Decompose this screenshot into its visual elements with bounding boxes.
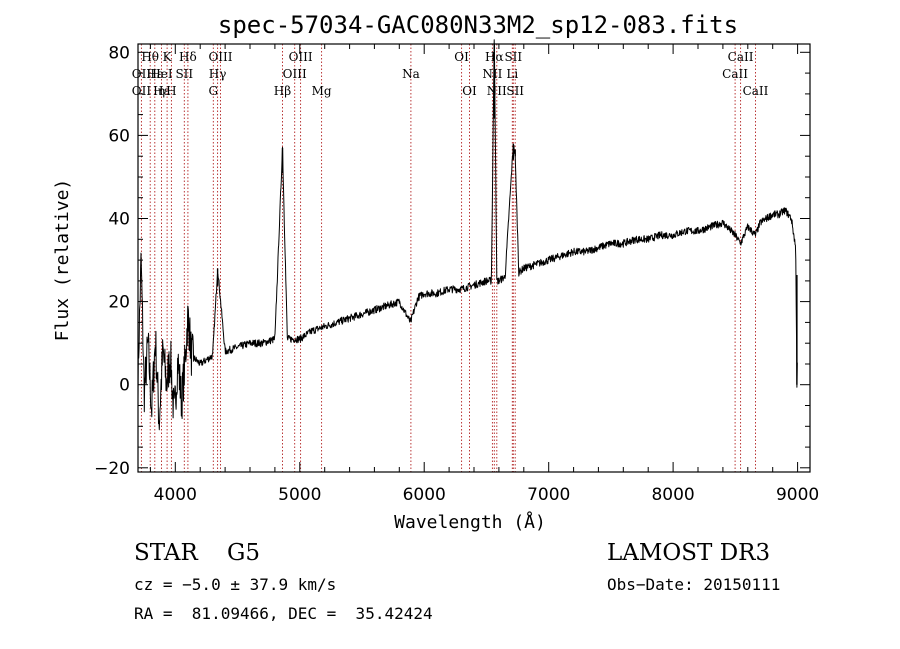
y-tick-label: 80 <box>108 43 130 63</box>
x-axis-label: Wavelength (Å) <box>394 511 546 533</box>
coordinates: RA = 81.09466, DEC = 35.42424 <box>134 604 433 623</box>
line-label: Li <box>506 67 518 81</box>
x-tick-label: 9000 <box>776 485 819 505</box>
y-tick-label: 60 <box>108 126 130 146</box>
line-label: Hθ <box>141 50 159 64</box>
x-tick-label: 5000 <box>278 485 321 505</box>
line-label: Hγ <box>209 67 227 81</box>
line-label: NII <box>482 67 502 81</box>
x-tick-label: 6000 <box>403 485 446 505</box>
survey-name: LAMOST DR3 <box>607 540 771 566</box>
line-label: OIII <box>289 50 313 64</box>
line-label: K <box>163 50 173 64</box>
object-class: STAR G5 <box>134 540 261 566</box>
observation-date: Obs−Date: 20150111 <box>607 575 781 594</box>
line-label: Mg <box>312 84 332 98</box>
line-label: OIII <box>208 50 232 64</box>
line-label: CaII <box>743 84 769 98</box>
line-label: CaII <box>728 50 754 64</box>
spectrum-line <box>137 39 798 431</box>
spectral-line-markers <box>140 44 756 472</box>
line-label: Hε <box>146 67 163 81</box>
line-label: OII <box>132 84 152 98</box>
line-label: Hδ <box>179 50 197 64</box>
line-label: Hε <box>153 84 170 98</box>
line-label: OII <box>132 67 152 81</box>
line-label: G <box>209 84 219 98</box>
line-label: OIII <box>283 67 307 81</box>
line-label: H <box>166 84 176 98</box>
spectrum-series <box>137 39 798 431</box>
y-tick-label: 40 <box>108 210 130 230</box>
x-axis-ticks: 4000 5000 6000 7000 8000 9000 <box>149 44 819 505</box>
x-tick-label: 8000 <box>651 485 694 505</box>
line-label: CaII <box>722 67 748 81</box>
line-label: Na <box>402 67 420 81</box>
chart-title: spec-57034-GAC080N33M2_sp12-083.fits <box>218 11 738 39</box>
line-label: OI <box>462 84 477 98</box>
y-axis-ticks: −20 0 20 40 60 80 <box>94 43 810 479</box>
y-tick-label: 20 <box>108 293 130 313</box>
redshift-velocity: cz = −5.0 ± 37.9 km/s <box>134 575 337 594</box>
line-label: SII <box>175 67 193 81</box>
line-label: OI <box>454 50 469 64</box>
y-axis-label: Flux (relative) <box>52 179 73 342</box>
y-tick-label: −20 <box>94 459 130 479</box>
line-label: NII <box>487 84 507 98</box>
plot-frame <box>137 43 811 473</box>
x-tick-label: 7000 <box>527 485 570 505</box>
x-tick-label: 4000 <box>154 485 197 505</box>
line-label: Hβ <box>274 84 291 98</box>
line-label: SII <box>504 50 522 64</box>
line-label: η <box>158 84 165 98</box>
line-label: HeI <box>150 67 173 81</box>
y-tick-label: 0 <box>119 376 130 396</box>
line-label: SII <box>506 84 524 98</box>
